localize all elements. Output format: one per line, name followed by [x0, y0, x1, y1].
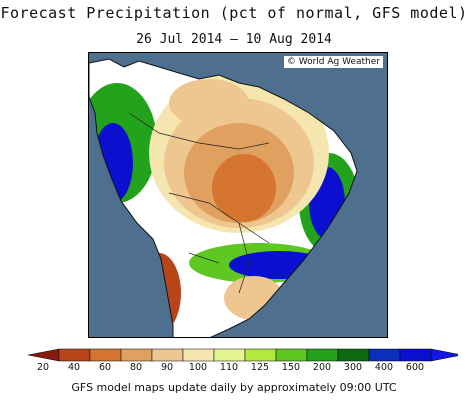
scale-label: 125: [250, 362, 270, 373]
color-scale-swatch: [182, 348, 215, 362]
color-scale-swatch: [120, 348, 153, 362]
scale-label: 600: [405, 362, 425, 373]
color-scale-swatch: [89, 348, 122, 362]
color-scale-swatch: [430, 348, 458, 362]
update-note: GFS model maps update daily by approxima…: [71, 381, 397, 394]
scale-label: 150: [281, 362, 301, 373]
color-scale-swatch: [399, 348, 432, 362]
color-scale-swatch: [306, 348, 339, 362]
map-credit: © World Ag Weather: [283, 56, 383, 68]
color-scale-labels: 20 40 60 80 90 100 110 125 150 200 300 4…: [0, 362, 468, 376]
scale-label: 40: [67, 362, 81, 373]
scale-label: 20: [36, 362, 50, 373]
color-scale-swatch: [368, 348, 401, 362]
color-scale-swatch: [244, 348, 277, 362]
color-scale-swatch: [337, 348, 370, 362]
scale-label: 110: [219, 362, 239, 373]
scale-label: 90: [160, 362, 174, 373]
date-range: 26 Jul 2014 – 10 Aug 2014: [136, 32, 332, 47]
color-scale-swatch: [275, 348, 308, 362]
color-scale-swatch: [58, 348, 91, 362]
scale-label: 400: [374, 362, 394, 373]
scale-label: 200: [312, 362, 332, 373]
map-title: Forecast Precipitation (pct of normal, G…: [0, 4, 468, 22]
scale-label: 300: [343, 362, 363, 373]
scale-label: 60: [98, 362, 112, 373]
color-scale-bar: [27, 348, 458, 362]
scale-label: 100: [188, 362, 208, 373]
south-america-map: [89, 53, 387, 337]
color-scale-swatch: [151, 348, 184, 362]
color-scale-swatch: [213, 348, 246, 362]
precipitation-map: © World Ag Weather: [88, 52, 388, 338]
scale-label: 80: [129, 362, 143, 373]
color-scale-swatch: [27, 348, 60, 362]
